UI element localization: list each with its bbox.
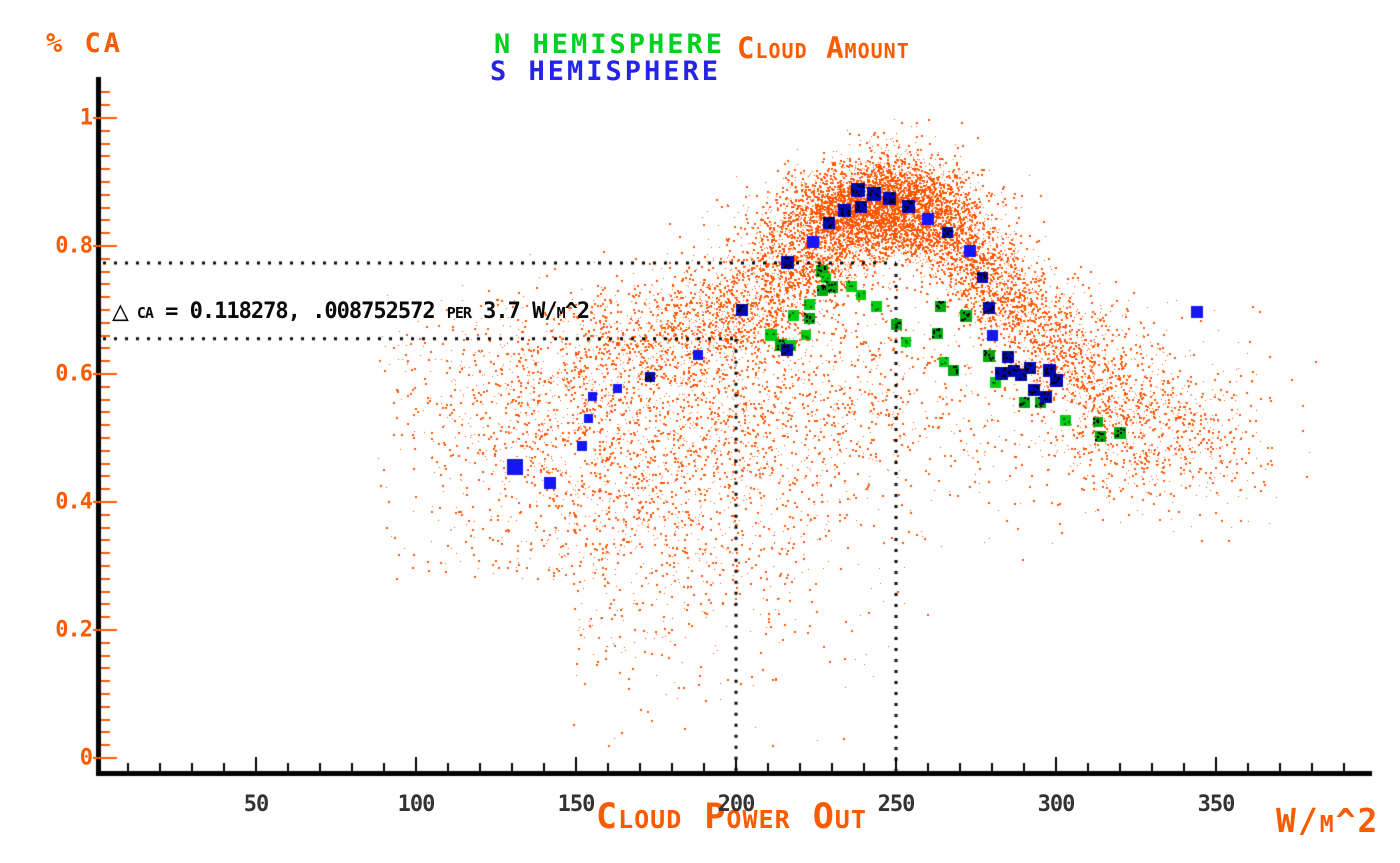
x-tick-label: 200	[717, 792, 756, 817]
chart-title: Cloud Amount	[737, 31, 910, 65]
x-tick-label: 300	[1037, 792, 1076, 817]
x-tick-label: 250	[877, 792, 916, 817]
y-axis-unit-label: % CA	[46, 28, 124, 59]
x-tick-label: 100	[397, 792, 436, 817]
y-tick-label: 0	[79, 745, 93, 771]
delta-ca-annotation-text: ca = 0.118278, .008752572 per 3.7 W/m^2	[136, 299, 590, 324]
x-axis-title: Cloud Power Out	[596, 797, 867, 837]
legend-n-hemisphere: N HEMISPHERE	[494, 29, 726, 60]
y-tick-label: 1	[79, 105, 93, 131]
y-tick-label: 0.6	[55, 361, 93, 387]
x-axis-unit-label: W/m^2	[1276, 801, 1380, 840]
x-tick-label: 50	[243, 792, 269, 817]
x-tick-label: 350	[1197, 792, 1236, 817]
legend-s-hemisphere: S HEMISPHERE	[490, 56, 722, 87]
y-tick-label: 0.8	[55, 233, 93, 259]
x-tick-label: 150	[557, 792, 596, 817]
delta-triangle-icon: △	[112, 294, 129, 327]
delta-ca-annotation: △ ca = 0.118278, .008752572 per 3.7 W/m^2	[112, 294, 590, 327]
y-tick-label: 0.2	[55, 617, 93, 643]
y-tick-label: 0.4	[55, 489, 93, 515]
